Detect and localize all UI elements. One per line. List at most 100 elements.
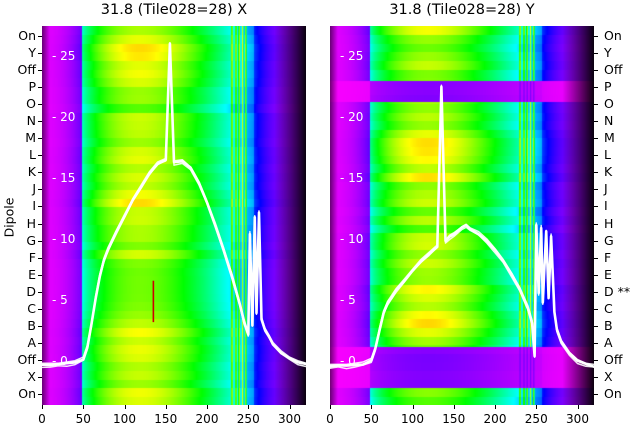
dipole-label-left-12: G (26, 232, 36, 248)
ytick-mark-left-10 (38, 206, 42, 208)
ytick-mark-left-21 (38, 394, 42, 395)
dipole-label-right-13: F (604, 249, 612, 265)
dipole-label-right-11: H (604, 215, 614, 231)
xtick-label-x-250: 250 (236, 412, 260, 426)
ytick-mark-left-3 (38, 87, 42, 89)
dipole-label-right-14: E (604, 266, 612, 282)
ytick-mark-right-4 (594, 104, 598, 106)
ytick-mark-left-12 (38, 240, 42, 242)
ytick-mark-right-17 (594, 325, 598, 327)
ytick-mark-right-16 (594, 308, 598, 310)
panel-y-heatmap (330, 26, 594, 405)
ytick-mark-right-8 (594, 172, 598, 174)
ytick-mark-right-10 (594, 206, 598, 208)
dipole-label-left-3: P (28, 78, 36, 94)
ytick-mark-left-1 (38, 53, 42, 55)
xtick-mark-y-250 (536, 405, 538, 409)
ytick-mark-right-6 (594, 138, 598, 140)
inner-ytick-label-y-0: - 0 (340, 354, 356, 369)
xtick-mark-x-0 (42, 405, 43, 409)
xtick-mark-y-150 (453, 405, 455, 409)
dipole-label-left-19: Off (17, 351, 36, 367)
panel-y-plot-area[interactable] (330, 26, 594, 405)
dipole-label-right-6: M (604, 130, 615, 146)
inner-ytick-label-y-25: - 25 (340, 49, 364, 64)
ytick-mark-left-6 (38, 138, 42, 140)
ytick-mark-left-7 (38, 155, 42, 157)
panel-y-title: 31.8 (Tile028=28) Y (389, 2, 535, 18)
ytick-mark-right-13 (594, 257, 598, 259)
dipole-label-right-20: X (604, 368, 613, 384)
dipole-label-left-4: O (26, 95, 36, 111)
dipole-label-left-5: N (26, 112, 36, 128)
ytick-mark-right-21 (594, 394, 598, 395)
xtick-mark-y-50 (371, 405, 373, 409)
panel-x-plot-area[interactable] (42, 26, 306, 405)
dipole-label-left-0: On (18, 27, 36, 43)
dipole-label-left-9: J (32, 181, 36, 197)
panel-x-heatmap (42, 26, 306, 405)
inner-ytick-label-y-10: - 10 (340, 232, 364, 247)
dipole-label-right-8: K (604, 164, 613, 180)
inner-ytick-label-x-0: - 0 (52, 354, 68, 369)
inner-ytick-label-y-5: - 5 (340, 293, 356, 308)
dipole-label-right-9: J (604, 181, 608, 197)
xtick-label-x-200: 200 (195, 412, 219, 426)
inner-ytick-label-x-20: - 20 (52, 110, 76, 125)
dipole-label-right-2: Off (604, 61, 623, 77)
dipole-label-left-17: B (27, 317, 36, 333)
dipole-label-right-21: On (604, 385, 622, 401)
ytick-mark-left-14 (38, 274, 42, 276)
ytick-mark-left-15 (38, 291, 42, 293)
ytick-mark-right-0 (594, 36, 598, 37)
ytick-mark-right-3 (594, 87, 598, 89)
xtick-mark-y-0 (330, 405, 331, 409)
dipole-label-right-4: O (604, 95, 614, 111)
dipole-label-right-17: B (604, 317, 613, 333)
inner-ytick-label-x-25: - 25 (52, 49, 76, 64)
dipole-label-left-2: Off (17, 61, 36, 77)
dipole-label-left-20: X (27, 368, 36, 384)
xtick-label-x-100: 100 (113, 412, 136, 426)
ytick-mark-left-17 (38, 325, 42, 327)
ytick-mark-left-18 (38, 342, 42, 344)
xtick-mark-x-100 (124, 405, 126, 409)
dipole-label-left-13: F (28, 249, 36, 265)
dipole-label-right-1: Y (604, 44, 612, 60)
panel-x-title: 31.8 (Tile028=28) X (100, 2, 248, 18)
xtick-label-x-150: 150 (154, 412, 178, 426)
xtick-mark-y-200 (495, 405, 496, 409)
ytick-mark-left-13 (38, 257, 42, 259)
xtick-label-y-150: 150 (442, 412, 466, 426)
xtick-mark-x-250 (248, 405, 250, 409)
dipole-label-left-11: H (26, 215, 36, 231)
xtick-label-y-0: 0 (326, 412, 334, 426)
inner-ytick-label-y-15: - 15 (340, 171, 364, 186)
xtick-label-x-50: 50 (75, 412, 91, 426)
ytick-mark-right-11 (594, 223, 598, 225)
dipole-label-right-0: On (604, 27, 622, 43)
inner-ytick-label-x-10: - 10 (52, 232, 76, 247)
ytick-mark-left-5 (38, 121, 42, 123)
ytick-mark-right-5 (594, 121, 598, 123)
panel-x: 31.8 (Tile028=28) X (42, 2, 306, 405)
dipole-label-right-10: I (604, 198, 608, 214)
inner-ytick-label-x-5: - 5 (52, 293, 68, 308)
xtick-mark-x-50 (83, 405, 85, 409)
inner-ytick-label-y-20: - 20 (340, 110, 364, 125)
ytick-mark-right-18 (594, 342, 598, 344)
ytick-mark-right-1 (594, 53, 598, 55)
xtick-mark-y-100 (412, 405, 414, 409)
ytick-mark-right-2 (594, 70, 598, 72)
ytick-mark-left-8 (38, 172, 42, 174)
dipole-label-right-12: G (604, 232, 614, 248)
xtick-mark-x-300 (289, 405, 291, 409)
xtick-label-x-300: 300 (278, 412, 301, 426)
xtick-label-y-50: 50 (363, 412, 379, 426)
dipole-label-left-18: A (27, 334, 36, 350)
dipole-label-right-16: C (604, 300, 613, 316)
dipole-label-left-6: M (25, 130, 36, 146)
panel-y: 31.8 (Tile028=28) Y (320, 0, 640, 440)
dipole-label-left-21: On (18, 385, 36, 401)
